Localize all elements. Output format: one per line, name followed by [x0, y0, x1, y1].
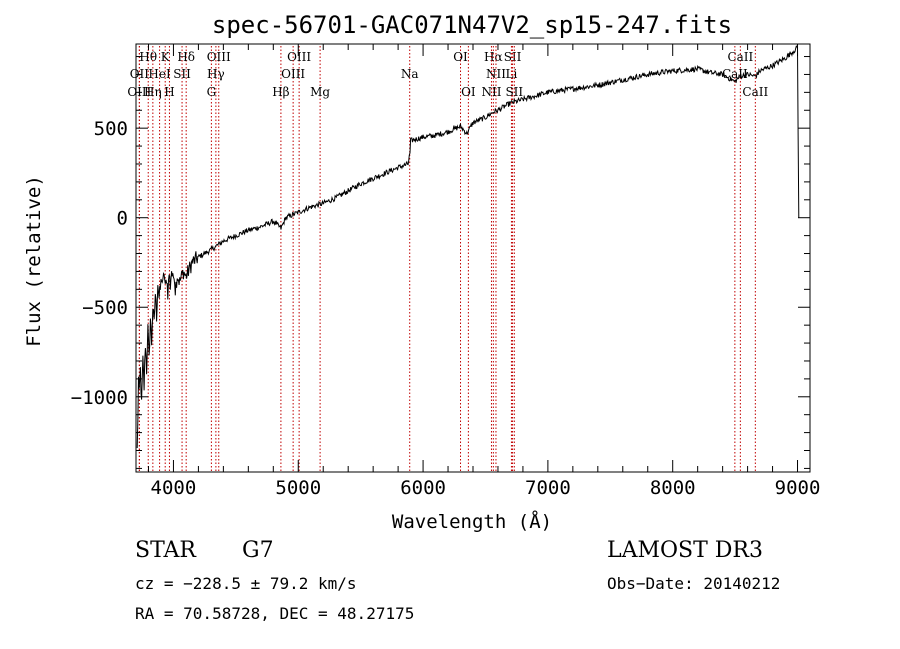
- x-tick-label: 6000: [400, 477, 446, 499]
- line-marker-label: CaII: [742, 85, 768, 99]
- x-tick-label: 4000: [151, 477, 197, 499]
- survey-name: LAMOST DR3: [607, 538, 763, 563]
- line-marker-label: HeI: [148, 67, 171, 81]
- line-marker-label: SII: [505, 85, 523, 99]
- line-marker-label: OIII: [207, 50, 231, 64]
- spectrum-series: [136, 45, 800, 449]
- object-class: STAR: [135, 538, 196, 563]
- x-tick-label: 7000: [525, 477, 571, 499]
- line-marker-label: NII: [486, 67, 506, 81]
- line-marker-label: SII: [173, 67, 191, 81]
- chart-title: spec-56701-GAC071N47V2_sp15-247.fits: [212, 11, 732, 39]
- plot-frame: [135, 43, 811, 473]
- line-marker-label: Hδ: [177, 50, 195, 64]
- y-tick-label: 500: [94, 118, 128, 140]
- line-marker-label: SII: [504, 50, 522, 64]
- spectrum-line: [136, 45, 800, 449]
- line-marker-label: Hγ: [207, 67, 225, 81]
- line-marker-label: K: [161, 50, 171, 64]
- observation-date: Obs−Date: 20140212: [607, 574, 781, 593]
- line-marker-label: Mg: [310, 85, 330, 99]
- line-marker-label: CaII: [727, 50, 753, 64]
- ra-dec-coordinates: RA = 70.58728, DEC = 48.27175: [135, 604, 415, 623]
- line-marker-label: H: [164, 85, 174, 99]
- line-marker-label: Hθ: [139, 50, 157, 64]
- line-marker-label: OIII: [287, 50, 311, 64]
- x-tick-label: 8000: [650, 477, 696, 499]
- y-tick-label: 0: [117, 208, 128, 230]
- line-marker-label: Hη: [144, 85, 162, 99]
- y-tick-label: −500: [82, 297, 128, 319]
- y-axis-label: Flux (relative): [23, 175, 45, 347]
- x-tick-label: 9000: [775, 477, 821, 499]
- object-subclass: G7: [242, 538, 274, 563]
- line-marker-label: G: [207, 85, 217, 99]
- line-marker-label: Hα: [484, 50, 503, 64]
- line-marker-label: Na: [401, 67, 419, 81]
- line-marker-label: Hβ: [272, 85, 289, 99]
- y-tick-label: −1000: [71, 387, 128, 409]
- line-marker-label: OI: [461, 85, 476, 99]
- line-marker-label: OIII: [281, 67, 305, 81]
- x-tick-label: 5000: [275, 477, 321, 499]
- x-axis-label: Wavelength (Å): [392, 510, 552, 533]
- line-marker-label: Li: [506, 67, 518, 81]
- line-marker-label: OI: [453, 50, 468, 64]
- line-marker-label: CaII: [722, 67, 748, 81]
- line-marker-label: NII: [481, 85, 501, 99]
- redshift-cz: cz = −228.5 ± 79.2 km/s: [135, 574, 357, 593]
